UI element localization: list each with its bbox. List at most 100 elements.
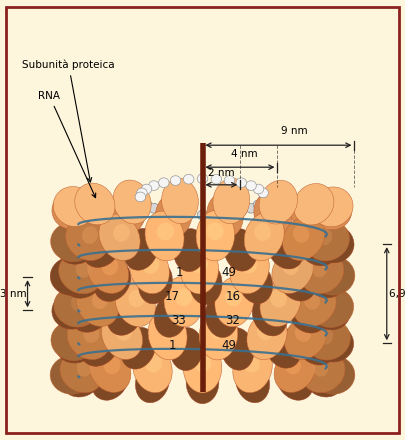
Ellipse shape — [293, 225, 309, 243]
Ellipse shape — [55, 325, 97, 363]
Ellipse shape — [124, 228, 158, 270]
Ellipse shape — [246, 203, 256, 213]
Text: RNA: RNA — [38, 91, 96, 198]
Ellipse shape — [141, 200, 152, 209]
Ellipse shape — [290, 191, 330, 233]
Ellipse shape — [199, 309, 238, 360]
Ellipse shape — [310, 190, 352, 230]
Ellipse shape — [155, 193, 192, 238]
Ellipse shape — [71, 294, 86, 312]
Ellipse shape — [295, 324, 311, 342]
Ellipse shape — [276, 360, 313, 400]
Ellipse shape — [183, 174, 194, 184]
Ellipse shape — [115, 279, 156, 326]
Ellipse shape — [145, 211, 184, 261]
Ellipse shape — [51, 321, 94, 361]
Ellipse shape — [52, 291, 94, 329]
Ellipse shape — [102, 313, 143, 359]
Ellipse shape — [294, 183, 334, 225]
Ellipse shape — [322, 263, 338, 280]
Ellipse shape — [104, 356, 121, 374]
Ellipse shape — [304, 292, 320, 310]
Ellipse shape — [282, 257, 299, 275]
Ellipse shape — [148, 310, 187, 360]
Text: 6,9 nm: 6,9 nm — [389, 289, 405, 299]
Ellipse shape — [257, 322, 274, 340]
Ellipse shape — [207, 193, 243, 238]
Ellipse shape — [197, 210, 208, 220]
Ellipse shape — [67, 317, 110, 359]
Text: 2 nm: 2 nm — [208, 168, 234, 178]
Text: 49: 49 — [221, 266, 237, 279]
Ellipse shape — [253, 200, 264, 209]
Ellipse shape — [221, 327, 254, 370]
Ellipse shape — [183, 210, 194, 220]
Ellipse shape — [311, 224, 354, 263]
Ellipse shape — [225, 289, 242, 306]
Ellipse shape — [293, 284, 336, 326]
Ellipse shape — [259, 180, 298, 224]
Ellipse shape — [158, 206, 169, 216]
Ellipse shape — [66, 218, 109, 260]
Text: 1: 1 — [175, 266, 183, 279]
Ellipse shape — [82, 226, 98, 244]
Ellipse shape — [244, 213, 284, 260]
Ellipse shape — [149, 203, 159, 213]
Ellipse shape — [288, 293, 327, 333]
Ellipse shape — [194, 354, 211, 372]
Ellipse shape — [211, 174, 222, 184]
Ellipse shape — [141, 184, 152, 194]
Text: 16: 16 — [225, 290, 241, 303]
Ellipse shape — [135, 360, 169, 403]
Ellipse shape — [265, 327, 301, 368]
Ellipse shape — [274, 347, 316, 392]
Ellipse shape — [142, 256, 159, 274]
Ellipse shape — [183, 342, 222, 393]
Ellipse shape — [230, 245, 269, 294]
Ellipse shape — [92, 291, 108, 309]
Ellipse shape — [236, 206, 247, 216]
Ellipse shape — [89, 347, 131, 392]
Text: 9 nm: 9 nm — [281, 125, 308, 136]
Ellipse shape — [75, 183, 115, 225]
Ellipse shape — [267, 228, 304, 269]
Ellipse shape — [306, 220, 350, 261]
Ellipse shape — [302, 352, 345, 393]
Ellipse shape — [80, 326, 119, 366]
Ellipse shape — [157, 223, 174, 240]
Ellipse shape — [60, 352, 103, 393]
Ellipse shape — [310, 288, 354, 327]
Ellipse shape — [87, 248, 129, 293]
Ellipse shape — [303, 358, 344, 397]
Ellipse shape — [61, 358, 102, 397]
Ellipse shape — [149, 181, 159, 191]
Ellipse shape — [312, 356, 355, 394]
Ellipse shape — [68, 328, 83, 345]
Ellipse shape — [211, 210, 222, 220]
Ellipse shape — [83, 325, 100, 343]
Ellipse shape — [311, 260, 327, 278]
Ellipse shape — [133, 344, 172, 393]
Ellipse shape — [57, 226, 98, 264]
Ellipse shape — [240, 256, 257, 274]
Ellipse shape — [259, 192, 270, 202]
Ellipse shape — [52, 189, 94, 229]
Ellipse shape — [50, 257, 93, 295]
Ellipse shape — [191, 255, 208, 273]
Text: Subunità proteica: Subunità proteica — [22, 60, 115, 182]
Ellipse shape — [76, 282, 119, 326]
Ellipse shape — [301, 252, 344, 293]
Text: 33: 33 — [171, 314, 185, 327]
Ellipse shape — [243, 355, 260, 373]
Ellipse shape — [307, 320, 350, 360]
Ellipse shape — [311, 323, 354, 362]
Ellipse shape — [77, 359, 92, 377]
Text: 49: 49 — [221, 339, 237, 352]
Ellipse shape — [253, 184, 264, 194]
Ellipse shape — [170, 209, 181, 218]
Ellipse shape — [63, 260, 103, 298]
Text: 2,3 nm: 2,3 nm — [0, 289, 27, 299]
Text: 32: 32 — [226, 314, 240, 327]
Ellipse shape — [99, 214, 140, 260]
Ellipse shape — [209, 321, 227, 339]
